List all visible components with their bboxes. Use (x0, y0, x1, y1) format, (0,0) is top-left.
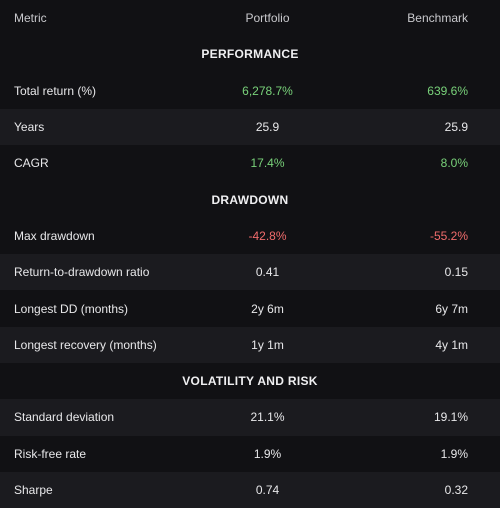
section-heading-performance: PERFORMANCE (201, 47, 299, 62)
column-header-benchmark: Benchmark (407, 11, 468, 26)
metric-label: CAGR (14, 156, 49, 171)
portfolio-value: 25.9 (255, 120, 280, 135)
benchmark-value: 8.0% (440, 156, 468, 171)
metric-label: Standard deviation (14, 410, 115, 425)
section-heading-volatility-and-risk: VOLATILITY AND RISK (182, 374, 318, 389)
portfolio-value: -42.8% (248, 228, 287, 243)
benchmark-value: 0.15 (444, 265, 468, 280)
table-row: Longest recovery (months) 1y 1m 4y 1m (0, 326, 500, 363)
table-row: Standard deviation 21.1% 19.1% (0, 399, 500, 436)
benchmark-value: 4y 1m (435, 337, 468, 352)
section-heading-drawdown: DRAWDOWN (211, 192, 289, 207)
metric-label: Years (14, 120, 45, 135)
portfolio-value: 1.9% (253, 446, 282, 461)
portfolio-value: 0.41 (255, 265, 280, 280)
metric-label: Sharpe (14, 483, 53, 497)
portfolio-value: 2y 6m (251, 301, 284, 316)
benchmark-value: 0.32 (444, 483, 468, 497)
benchmark-value: 25.9 (444, 120, 468, 135)
table-row: Total return (%) 6,278.7% 639.6% (0, 72, 500, 109)
table-row: CAGR 17.4% 8.0% (0, 145, 500, 182)
table-row: Sharpe 0.74 0.32 (0, 471, 500, 508)
metric-label: Longest recovery (months) (14, 337, 157, 352)
table-row: Return-to-drawdown ratio 0.41 0.15 (0, 254, 500, 291)
table-row: Years 25.9 25.9 (0, 108, 500, 146)
portfolio-value: 0.74 (255, 483, 280, 497)
portfolio-value: 1y 1m (251, 337, 284, 352)
metric-label: Return-to-drawdown ratio (14, 265, 150, 280)
table-row: Max drawdown -42.8% -55.2% (0, 217, 500, 255)
column-header-portfolio: Portfolio (245, 11, 290, 26)
metric-label: Max drawdown (14, 228, 95, 243)
portfolio-value: 6,278.7% (242, 83, 293, 98)
benchmark-value: 19.1% (433, 410, 468, 425)
table-header: Metric Portfolio Benchmark (0, 0, 500, 37)
benchmark-value: 1.9% (440, 446, 468, 461)
benchmark-value: -55.2% (429, 228, 468, 243)
table-row: Risk-free rate 1.9% 1.9% (0, 435, 500, 472)
benchmark-value: 639.6% (427, 83, 468, 98)
column-header-metric: Metric (14, 11, 47, 26)
portfolio-value: 21.1% (250, 410, 285, 425)
portfolio-value: 17.4% (250, 156, 285, 171)
metric-label: Longest DD (months) (14, 301, 129, 316)
table-row: Longest DD (months) 2y 6m 6y 7m (0, 290, 500, 327)
benchmark-value: 6y 7m (435, 301, 468, 316)
metric-label: Total return (%) (14, 83, 97, 98)
metric-label: Risk-free rate (14, 446, 87, 461)
